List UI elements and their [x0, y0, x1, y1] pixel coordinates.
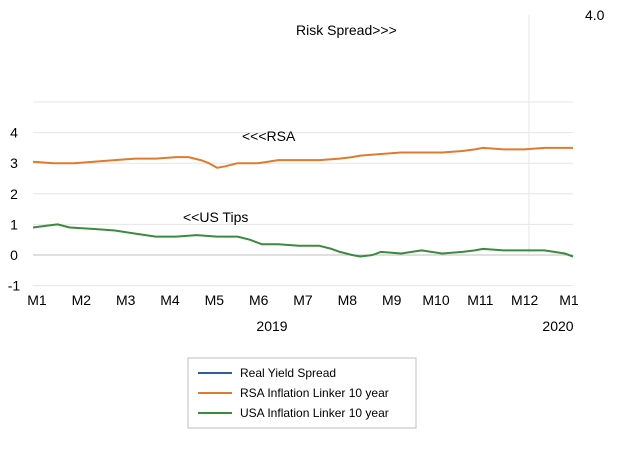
- x-tick-label: M1: [27, 292, 47, 308]
- x-tick-label: M12: [511, 292, 538, 308]
- x-tick-label: M4: [160, 292, 180, 308]
- x-tick-label: M6: [249, 292, 269, 308]
- legend-label-real-yield-spread: Real Yield Spread: [240, 366, 336, 380]
- left-tick-label: 0: [10, 247, 18, 263]
- year-label-2019: 2019: [256, 318, 287, 334]
- x-tick-label: M11: [467, 292, 493, 308]
- series-line-1: [32, 146, 573, 169]
- annotation-us-tips: <<US Tips: [183, 209, 248, 225]
- x-tick-label: M3: [116, 292, 136, 308]
- x-tick-label: M7: [293, 292, 313, 308]
- annotation-rsa: <<<RSA: [242, 128, 296, 144]
- left-tick-label: 3: [10, 155, 18, 171]
- x-tick-label: M2: [72, 292, 92, 308]
- series-layer: [32, 146, 574, 258]
- left-tick-label: 1: [10, 216, 18, 232]
- right-axis-tick-labels: 2.02.53.03.54.0: [585, 7, 605, 23]
- x-tick-label: M9: [382, 292, 402, 308]
- legend-label-usa-linker: USA Inflation Linker 10 year: [240, 406, 389, 420]
- left-tick-label: 4: [10, 125, 18, 141]
- axes: [33, 15, 573, 256]
- left-tick-label: 2: [10, 186, 18, 202]
- left-tick-label: -1: [8, 278, 21, 294]
- x-tick-label: M8: [338, 292, 358, 308]
- left-axis-tick-labels: -1 0 1 2 3 4: [8, 125, 21, 294]
- annotation-risk-spread: Risk Spread>>>: [296, 22, 397, 38]
- x-tick-label: M1: [559, 292, 579, 308]
- x-tick-label: M10: [422, 292, 449, 308]
- right-tick-label: 4.0: [585, 7, 605, 23]
- x-axis-tick-labels: M1 M2 M3 M4 M5 M6 M7 M8 M9 M10 M11 M12 M1: [27, 292, 579, 308]
- legend-label-rsa-linker: RSA Inflation Linker 10 year: [240, 386, 389, 400]
- x-tick-label: M5: [205, 292, 225, 308]
- year-label-2020: 2020: [542, 318, 573, 334]
- gridlines: [33, 101, 573, 287]
- series-line-2: [32, 223, 574, 258]
- legend: Real Yield Spread RSA Inflation Linker 1…: [187, 357, 417, 429]
